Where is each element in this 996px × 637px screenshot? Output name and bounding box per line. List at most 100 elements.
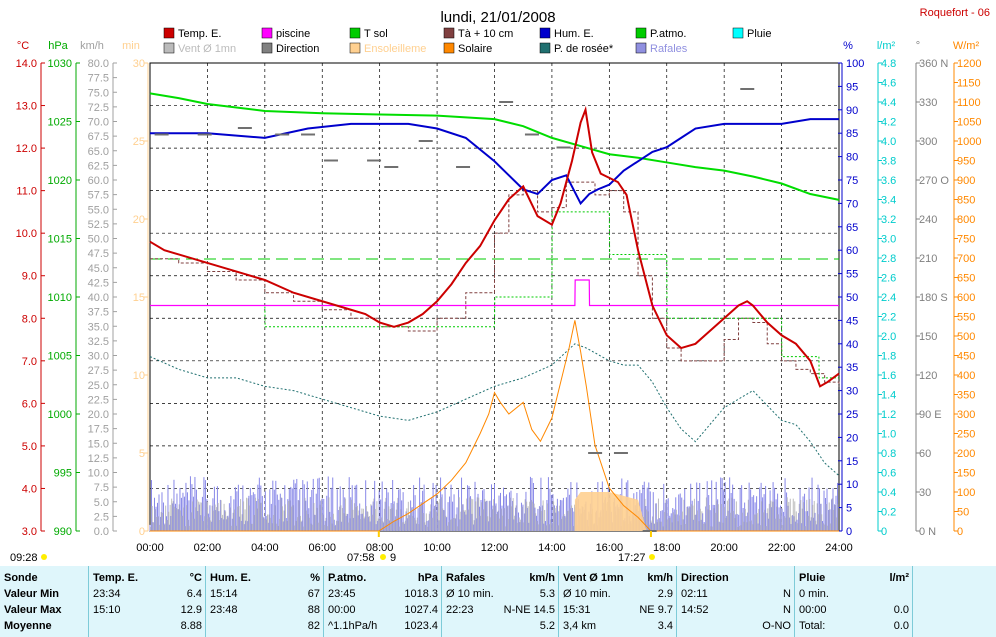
legend-label: piscine bbox=[276, 28, 310, 40]
axis-tick-label: 2.0 bbox=[881, 331, 896, 343]
axis-tick-label: 10 bbox=[846, 479, 858, 491]
x-tick-label: 18:00 bbox=[653, 542, 681, 554]
day-mark-label: 9 bbox=[390, 552, 396, 564]
cell-time: 14:52 bbox=[681, 604, 709, 616]
series-temp-e bbox=[149, 105, 840, 388]
col-wind: Vent Ø 1mn km/h Ø 10 min. 2.9 15:31 NE 9.7 … bbox=[558, 566, 677, 637]
axis-tick-label: 3.8 bbox=[881, 156, 896, 168]
axis-tick-label: 950 bbox=[957, 156, 975, 168]
axis-tick-label: 35.0 bbox=[88, 321, 109, 333]
axis-tick-label: 150 bbox=[957, 468, 975, 480]
axis-tick-label: 240 bbox=[919, 214, 937, 226]
legend-swatch bbox=[349, 27, 361, 39]
axis-tick-label: 1.2 bbox=[881, 409, 896, 421]
x-tick-label: 06:00 bbox=[308, 542, 336, 554]
axis-tick-label: 7.5 bbox=[94, 482, 109, 494]
x-tick-label: 20:00 bbox=[710, 542, 738, 554]
axis-tick-label: 20 bbox=[133, 214, 145, 226]
axis-tick-label: 550 bbox=[957, 312, 975, 324]
axis-tick-label: 1100 bbox=[957, 97, 981, 109]
axis-tick-label: 15.0 bbox=[88, 438, 109, 450]
legend-label: P. de rosée* bbox=[554, 43, 614, 55]
sunshine-area bbox=[574, 492, 647, 531]
axis-tick-label: 5.0 bbox=[94, 497, 109, 509]
axis-tick-label: 40 bbox=[846, 339, 858, 351]
hdr-dir: Direction bbox=[681, 572, 729, 584]
axis-tick-label: 20 bbox=[846, 432, 858, 444]
series-piscine bbox=[150, 279, 839, 307]
axis-tick-label: 0.8 bbox=[881, 448, 896, 460]
axis-tick-label: 1.8 bbox=[881, 351, 896, 363]
axis-tick-label: 45 bbox=[846, 315, 858, 327]
legend-label: Hum. E. bbox=[554, 28, 594, 40]
legend-label: Pluie bbox=[747, 28, 771, 40]
cell-time: 23:34 bbox=[93, 588, 121, 600]
axis-tick-label: 27.5 bbox=[88, 365, 109, 377]
axis-tick-label: 60 bbox=[919, 448, 931, 460]
series-hum-e bbox=[150, 118, 839, 206]
axis-tick-label: 6.0 bbox=[22, 398, 37, 410]
axis-tick-label: 3.4 bbox=[881, 195, 896, 207]
axis-tick-label: 100 bbox=[957, 487, 975, 499]
series-dew-point bbox=[149, 343, 840, 477]
axis-unit-label: km/h bbox=[80, 40, 104, 52]
axis-tick-label: 0.2 bbox=[881, 507, 896, 519]
axis-tick-label: 400 bbox=[957, 370, 975, 382]
cell-value: 8.88 bbox=[180, 620, 202, 632]
axis-tick-label: 1020 bbox=[48, 175, 72, 187]
axis-tick-label: 67.5 bbox=[88, 131, 109, 143]
cell-value: 12.9 bbox=[180, 604, 202, 616]
axis-tick-label: 3.6 bbox=[881, 175, 896, 187]
cell-time: ^1.1hPa/h bbox=[328, 620, 378, 632]
hdr-press: P.atmo. bbox=[328, 572, 367, 584]
axis-tick-label: 4.8 bbox=[881, 58, 896, 70]
legend-swatch bbox=[539, 27, 551, 39]
row-label: Valeur Max bbox=[4, 604, 62, 616]
axis-tick-label: 90 bbox=[846, 105, 858, 117]
legend-label: Temp. E. bbox=[178, 28, 221, 40]
axis-tick-label: 10.0 bbox=[16, 228, 37, 240]
hdr-temp: Temp. E. bbox=[93, 572, 139, 584]
col-gust: Rafales km/h Ø 10 min. 5.3 22:23 N-NE 14.5 … bbox=[441, 566, 559, 637]
axis-tick-label: 60 bbox=[846, 245, 858, 257]
axis-tick-label: 55 bbox=[846, 269, 858, 281]
axis-unit-label: W/m² bbox=[953, 40, 980, 52]
axis-tick-label: 1050 bbox=[957, 117, 981, 129]
cell-value: NE 9.7 bbox=[639, 604, 673, 616]
row-label: Moyenne bbox=[4, 620, 52, 632]
col-temp: Temp. E. °C 23:34 6.4 15:10 12.9 8.88 bbox=[88, 566, 206, 637]
legend-swatch bbox=[539, 42, 551, 54]
cell-value: 82 bbox=[307, 620, 320, 632]
axis-tick-label: 52.5 bbox=[88, 219, 109, 231]
x-tick-label: 14:00 bbox=[538, 542, 566, 554]
axis-tick-label: 60.0 bbox=[88, 175, 109, 187]
cell-value: 1018.3 bbox=[404, 588, 438, 600]
axis-tick-label: 80.0 bbox=[88, 58, 109, 70]
axis-tick-label: 100 bbox=[846, 58, 864, 70]
axis-tick-label: 0.6 bbox=[881, 468, 896, 480]
axis-tick-label: 50 bbox=[957, 507, 969, 519]
cell-value: 3.4 bbox=[657, 620, 673, 632]
axis-tick-label: 0.0 bbox=[94, 526, 109, 538]
cell-value: N-NE 14.5 bbox=[503, 604, 555, 616]
axis-tick-label: 5 bbox=[139, 448, 145, 460]
axis-tick-label: 1015 bbox=[48, 234, 72, 246]
axis-tick-label: 995 bbox=[54, 468, 72, 480]
hdr-rain: Pluie bbox=[799, 572, 826, 584]
cell-value: 67 bbox=[307, 588, 320, 600]
x-tick-label: 00:00 bbox=[136, 542, 164, 554]
axis-tick-label: 1005 bbox=[48, 351, 72, 363]
cell-value: 0.0 bbox=[893, 620, 909, 632]
axis-tick-label: 12.0 bbox=[16, 143, 37, 155]
axis-tick-label: 1.0 bbox=[881, 429, 896, 441]
axis-tick-label: 7.0 bbox=[22, 356, 37, 368]
cell-value: N bbox=[783, 588, 791, 600]
axis-tick-label: 72.5 bbox=[88, 102, 109, 114]
cell-value: 88 bbox=[307, 604, 320, 616]
cell-value: 1027.4 bbox=[404, 604, 438, 616]
cell-time: 15:10 bbox=[93, 604, 121, 616]
chart-title: lundi, 21/01/2008 bbox=[440, 9, 555, 26]
cell-time: 15:31 bbox=[563, 604, 591, 616]
axis-tick-label: 5 bbox=[846, 503, 852, 515]
axis-tick-label: 65.0 bbox=[88, 146, 109, 158]
